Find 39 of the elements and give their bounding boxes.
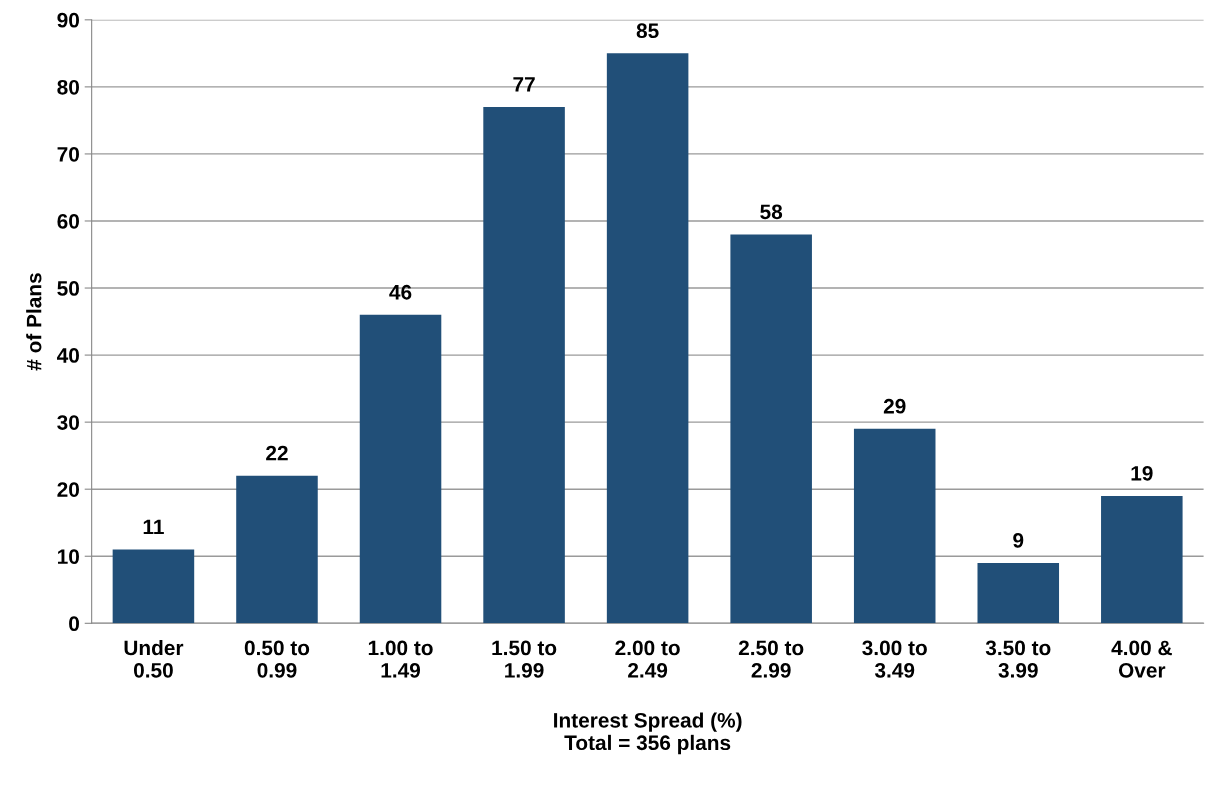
bar	[730, 234, 812, 624]
data-label: 77	[513, 77, 535, 92]
x-tick-label: 1.00 to 1.49	[368, 640, 433, 678]
y-tick-label: 20	[57, 482, 79, 497]
y-tick-label: 0	[69, 616, 79, 632]
y-tick-label: 70	[57, 146, 79, 162]
data-label: 19	[1131, 465, 1153, 481]
data-label: 9	[1013, 532, 1024, 548]
x-tick-label: 4.00 & Over	[1111, 640, 1172, 678]
y-tick-label: 50	[57, 281, 79, 296]
x-axis-title: Interest Spread (%) Total = 356 plans	[554, 712, 742, 755]
data-label: 85	[636, 23, 659, 39]
x-tick-label: 0.50 to 0.99	[244, 640, 310, 678]
x-tick-label: 3.50 to 3.99	[985, 640, 1051, 678]
data-label: 11	[143, 519, 164, 535]
bar	[236, 475, 318, 624]
x-tick-label: Under 0.50	[124, 639, 184, 678]
y-tick-label: 90	[57, 12, 79, 28]
data-label: 58	[760, 204, 783, 220]
x-tick-label: 2.00 to 2.49	[615, 640, 680, 678]
x-tick-label: 3.00 to 3.49	[862, 640, 927, 678]
bar	[1101, 495, 1183, 624]
data-label: 22	[266, 445, 288, 461]
bar	[112, 549, 195, 624]
x-tick-label: 1.50 to 1.99	[492, 640, 557, 678]
y-tick-label: 10	[57, 549, 79, 564]
bar	[483, 106, 565, 624]
y-tick-label: 80	[57, 79, 79, 95]
data-label: 29	[883, 398, 906, 414]
y-tick-label: 40	[57, 348, 79, 363]
bar	[359, 314, 442, 624]
y-axis-title: # of Plans	[26, 273, 42, 371]
data-label: 46	[389, 284, 412, 300]
x-tick-label: 2.50 to 2.99	[738, 640, 804, 678]
bar	[977, 562, 1060, 624]
bar	[853, 428, 936, 624]
y-tick-label: 60	[57, 213, 79, 229]
bar	[606, 53, 689, 624]
y-tick-label: 30	[57, 415, 79, 430]
